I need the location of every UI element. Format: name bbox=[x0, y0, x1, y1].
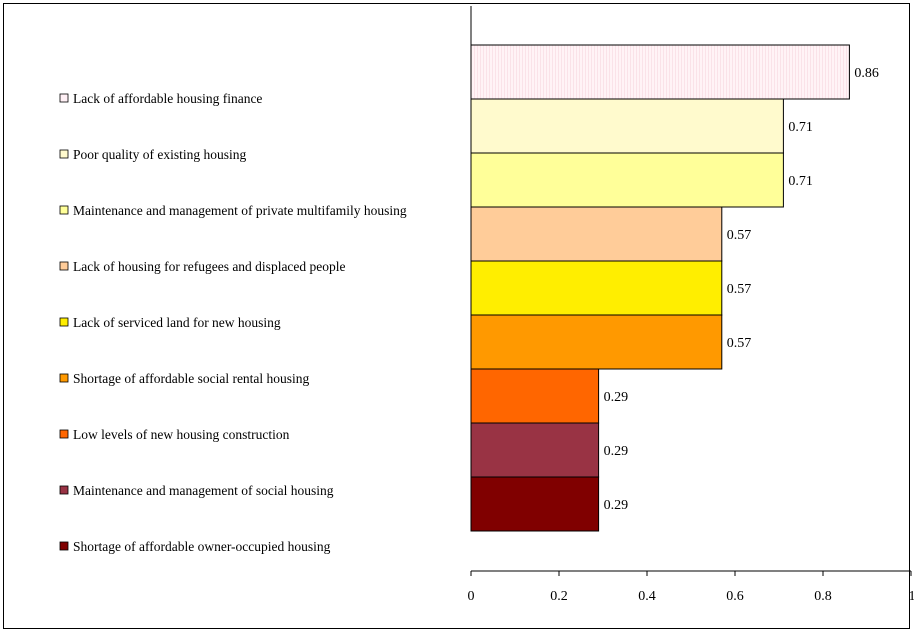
x-tick-label-2: 0.4 bbox=[638, 589, 656, 604]
legend-label-4: Lack of housing for refugees and displac… bbox=[73, 259, 346, 274]
bars-layer bbox=[470, 44, 850, 532]
bar-1 bbox=[470, 44, 850, 100]
data-label-6: 0.57 bbox=[727, 336, 752, 351]
legend-swatch-3 bbox=[59, 205, 69, 215]
axes-layer: 0 0.2 0.4 0.6 0.8 1 bbox=[468, 6, 914, 604]
legend-swatch-9 bbox=[59, 541, 69, 551]
legend-swatch-1 bbox=[59, 93, 69, 103]
bar-3 bbox=[470, 152, 784, 208]
legend-swatch-2 bbox=[59, 149, 69, 159]
legend-swatch-4 bbox=[59, 261, 69, 271]
x-tick-label-5: 1 bbox=[909, 589, 914, 604]
legend-swatch-6 bbox=[59, 373, 69, 383]
legend-label-2: Poor quality of existing housing bbox=[73, 147, 246, 162]
legend-swatch-7 bbox=[59, 429, 69, 439]
legend-label-5: Lack of serviced land for new housing bbox=[73, 315, 281, 330]
legend-label-7: Low levels of new housing construction bbox=[73, 427, 290, 442]
bar-5 bbox=[470, 260, 723, 316]
legend: Lack of affordable housing finance Poor q… bbox=[59, 91, 407, 554]
x-tick-label-3: 0.6 bbox=[726, 589, 744, 604]
data-label-5: 0.57 bbox=[727, 282, 752, 297]
data-label-1: 0.86 bbox=[854, 66, 879, 81]
bar-6 bbox=[470, 314, 723, 370]
legend-label-3: Maintenance and management of private mu… bbox=[73, 203, 407, 218]
x-tick-label-1: 0.2 bbox=[550, 589, 568, 604]
legend-label-6: Shortage of affordable social rental hou… bbox=[73, 371, 310, 386]
legend-label-9: Shortage of affordable owner-occupied ho… bbox=[73, 539, 331, 554]
legend-swatch-8 bbox=[59, 485, 69, 495]
bar-9 bbox=[470, 476, 600, 532]
bar-4 bbox=[470, 206, 723, 262]
data-label-8: 0.29 bbox=[604, 444, 629, 459]
data-label-2: 0.71 bbox=[788, 120, 813, 135]
data-label-3: 0.71 bbox=[788, 174, 813, 189]
bar-2 bbox=[470, 98, 784, 154]
legend-swatch-5 bbox=[59, 317, 69, 327]
x-tick-label-0: 0 bbox=[468, 589, 475, 604]
data-labels-layer: 0.86 0.71 0.71 0.57 0.57 0.57 0.29 0.29 0.29 bbox=[604, 66, 879, 513]
bar-8 bbox=[470, 422, 600, 478]
data-label-7: 0.29 bbox=[604, 390, 629, 405]
data-label-9: 0.29 bbox=[604, 498, 629, 513]
bar-7 bbox=[470, 368, 600, 424]
legend-label-1: Lack of affordable housing finance bbox=[73, 91, 262, 106]
legend-label-8: Maintenance and management of social hou… bbox=[73, 483, 334, 498]
data-label-4: 0.57 bbox=[727, 228, 752, 243]
x-tick-label-4: 0.8 bbox=[814, 589, 832, 604]
